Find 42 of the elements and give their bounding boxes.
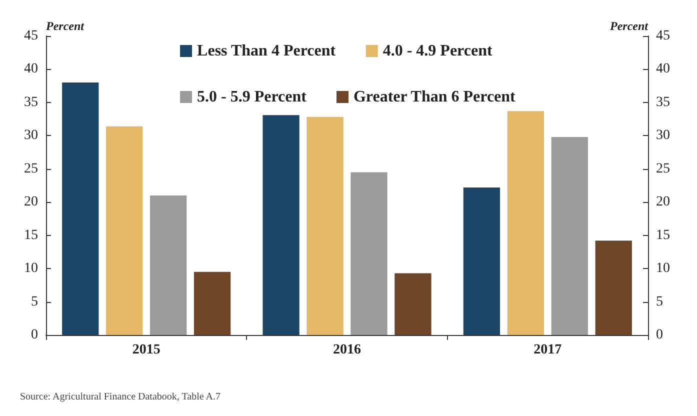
bar [394, 273, 432, 335]
y2-tick-label: 30 [656, 128, 670, 144]
x-tick-label: 2016 [333, 342, 361, 358]
legend-label: Greater Than 6 Percent [353, 88, 516, 106]
bar [262, 115, 300, 335]
y-tick-label: 15 [24, 228, 38, 243]
y2-tick-label: 35 [656, 94, 670, 110]
y-tick-label: 5 [31, 294, 38, 310]
legend-label: Less Than 4 Percent [197, 42, 336, 60]
bar [551, 136, 588, 335]
y-tick-label: 10 [24, 261, 38, 276]
bar [62, 82, 99, 335]
y2-tick-label: 25 [656, 161, 670, 176]
y-tick-label: 40 [24, 62, 38, 77]
y2-tick-label: 10 [656, 261, 670, 276]
y-axis-title: Percent [46, 19, 85, 33]
bar [194, 272, 231, 335]
bar [150, 195, 187, 335]
bar [306, 117, 344, 335]
y-tick-label: 25 [24, 161, 38, 176]
y-tick-label: 0 [31, 328, 38, 342]
bar [106, 126, 143, 335]
x-tick-label: 2017 [534, 342, 562, 358]
source-note: Source: Agricultural Finance Databook, Table A.7 [20, 392, 220, 402]
bar [507, 111, 544, 335]
x-tick-label: 2015 [132, 342, 160, 358]
y-tick-label: 20 [24, 194, 38, 210]
y2-tick-label: 5 [656, 294, 663, 310]
y2-tick-label: 20 [656, 194, 670, 210]
y-tick-label: 35 [24, 94, 38, 110]
y2-tick-label: 45 [656, 28, 670, 44]
y2-tick-label: 40 [656, 62, 670, 77]
legend-label: 4.0 - 4.9 Percent [382, 42, 493, 60]
y2-tick-label: 15 [656, 228, 670, 243]
legend-label: 5.0 - 5.9 Percent [197, 88, 308, 106]
bar [595, 240, 632, 335]
y2-tick-label: 0 [656, 328, 663, 342]
y2-axis-title: Percent [610, 19, 649, 33]
y-tick-label: 30 [24, 128, 38, 144]
y-tick-label: 45 [24, 28, 38, 44]
bar [463, 187, 500, 335]
bar [350, 172, 388, 335]
